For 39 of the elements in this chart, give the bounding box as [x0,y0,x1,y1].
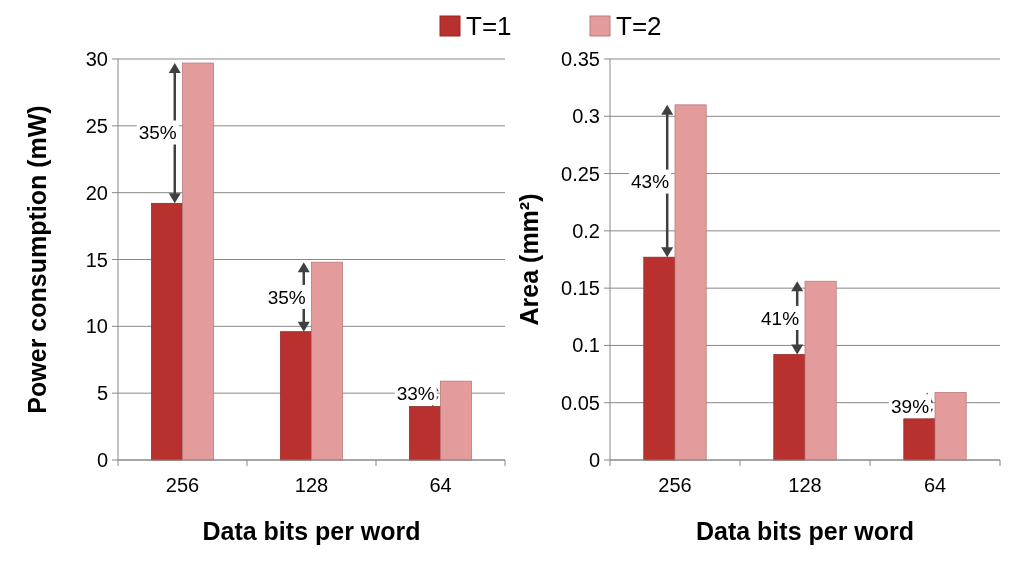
x-tick-label: 64 [923,474,947,496]
bar [182,62,214,461]
y-axis-title: Power consumption (mW) [23,105,51,414]
bar [311,261,343,461]
x-axis-title: Data bits per word [695,517,915,545]
y-tick-label: 0.05 [561,391,600,414]
bar [280,331,312,461]
bar [773,354,806,461]
y-tick-label: 0.25 [561,162,600,185]
x-tick-label: 256 [658,474,692,496]
x-tick-label: 128 [294,474,329,496]
x-axis-title: Data bits per word [202,517,421,545]
y-tick-label: 30 [85,48,108,70]
y-tick-label: 0 [96,449,108,471]
legend-label: T=2 [616,11,662,42]
y-tick-label: 0.15 [561,277,600,300]
y-axis-title: Area (mm²) [515,193,543,326]
y-tick-label: 15 [85,248,108,271]
bar [934,392,967,461]
x-tick-label: 64 [429,474,452,496]
bar [804,280,837,461]
y-tick-label: 25 [85,114,108,137]
bar [643,256,676,461]
x-tick-label: 128 [788,474,822,496]
legend-label: T=1 [466,11,512,42]
y-tick-label: 0.2 [572,219,600,242]
x-tick-label: 256 [165,474,200,496]
y-tick-label: 10 [85,315,108,338]
y-tick-label: 5 [96,382,108,405]
bar [440,380,472,461]
y-tick-label: 0 [588,449,600,471]
y-tick-label: 0.1 [572,334,600,357]
y-tick-label: 20 [85,181,108,204]
bar [674,104,707,461]
bar [151,202,183,461]
bar [409,406,441,461]
bar [903,418,936,461]
y-tick-label: 0.3 [572,105,600,128]
y-tick-label: 0.35 [561,48,600,70]
